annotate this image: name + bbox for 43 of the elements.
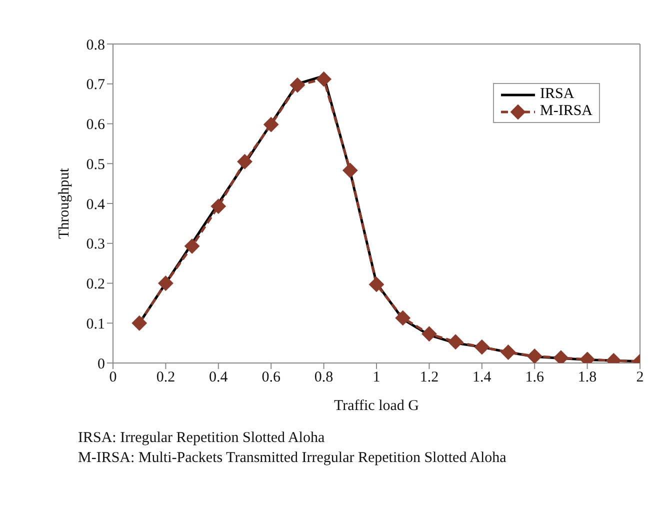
point (527, 348, 542, 363)
x-tick-label: 1.8 (578, 370, 597, 386)
y-tick-label: 0.7 (86, 77, 106, 94)
y-tick-label: 0.5 (86, 156, 105, 173)
text: IRSA: Irregular Repetition Slotted Aloha (78, 429, 326, 448)
point (369, 276, 384, 292)
x-tick-label: 0.8 (314, 370, 334, 386)
x-tick-label: 1.4 (472, 370, 492, 386)
point (422, 326, 437, 342)
y-tick-label: 0 (98, 356, 105, 372)
y-tick-label: 0.8 (86, 37, 105, 54)
legend-label: M-IRSA (540, 103, 593, 120)
x-tick-label: 1.6 (525, 370, 544, 386)
point (474, 340, 490, 355)
point (237, 154, 252, 170)
x-tick-label: 1 (372, 370, 380, 386)
point (290, 78, 305, 93)
y-tick-label: 0.1 (86, 316, 105, 332)
y-tick-label: 0.2 (86, 276, 105, 293)
point (132, 316, 147, 331)
x-tick-label: 0.6 (262, 370, 281, 386)
text: M-IRSA: Multi-Packets Transmitted Irregular Repetition Slotted Aloha (78, 449, 508, 468)
x-tick-label: 0.4 (209, 370, 228, 386)
x-tick-label: 2 (636, 370, 644, 386)
y-axis-title: Throughput (56, 167, 72, 239)
point (553, 350, 568, 363)
x-tick-label: 0 (109, 370, 117, 386)
point (210, 198, 226, 214)
point (264, 117, 279, 132)
point (342, 162, 358, 178)
y-tick-label: 0.6 (86, 117, 106, 134)
x-axis-title: Traffic load G (334, 398, 420, 414)
x-tick-label: 1.2 (420, 370, 439, 386)
point (448, 334, 464, 350)
y-tick-label: 0.3 (86, 236, 105, 253)
point (158, 276, 174, 291)
legend-label: IRSA (540, 86, 574, 103)
point (184, 238, 200, 254)
point (500, 344, 516, 360)
point (395, 310, 410, 326)
x-tick-label: 0.2 (156, 370, 176, 386)
point (316, 72, 332, 87)
y-tick-label: 0.4 (86, 196, 106, 213)
